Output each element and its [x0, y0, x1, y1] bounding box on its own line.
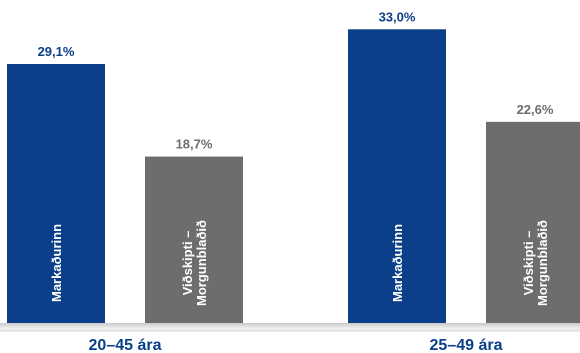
category-label: 25–49 ára — [430, 337, 503, 353]
data-label: 33,0% — [379, 9, 416, 24]
floor-strip — [0, 323, 580, 329]
floor-edge — [0, 329, 580, 332]
bar — [486, 121, 580, 323]
data-label: 18,7% — [176, 137, 213, 152]
bar-series-label: Markaðurinn — [390, 224, 405, 302]
bar — [7, 64, 105, 323]
data-label: 29,1% — [38, 44, 75, 59]
bars — [7, 29, 580, 324]
bar-series-label: Viðskipti – Morgunblaðið — [180, 220, 209, 306]
bar — [348, 29, 446, 324]
bar — [145, 156, 243, 323]
data-label: 22,6% — [517, 102, 554, 117]
series-label-line: Viðskipti – — [180, 231, 195, 296]
series-label-line: Morgunblaðið — [535, 220, 550, 306]
bar-series-label: Markaðurinn — [49, 224, 64, 302]
series-label-line: Viðskipti – — [521, 231, 536, 296]
bar-series-label: Viðskipti – Morgunblaðið — [521, 220, 550, 306]
series-label-line: Markaðurinn — [390, 224, 405, 302]
series-label-line: Morgunblaðið — [194, 220, 209, 306]
category-label: 20–45 ára — [89, 337, 162, 353]
chart-floor — [0, 323, 580, 332]
series-label-line: Markaðurinn — [49, 224, 64, 302]
